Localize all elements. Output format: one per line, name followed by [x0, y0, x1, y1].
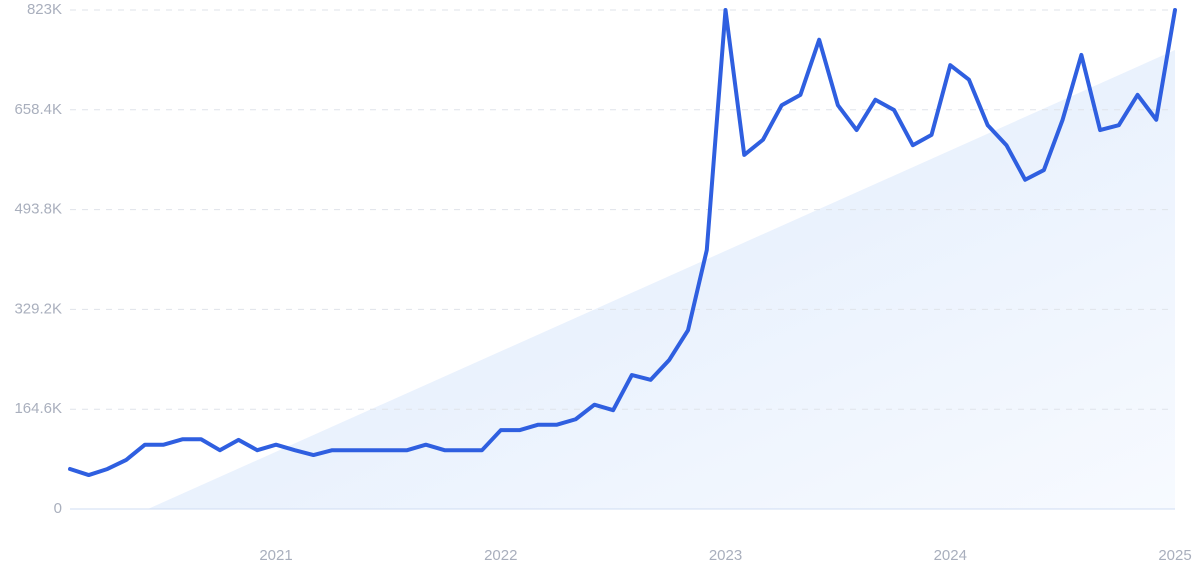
x-tick-label: 2023 — [709, 547, 742, 564]
trend-line — [68, 8, 1177, 478]
x-tick-label: 2024 — [934, 547, 967, 564]
y-tick-label: 164.6K — [14, 400, 62, 417]
y-tick-label: 493.8K — [14, 201, 62, 218]
y-tick-label: 0 — [54, 500, 62, 517]
x-tick-label: 2022 — [484, 547, 517, 564]
x-tick-label: 2021 — [259, 547, 292, 564]
trend-area — [148, 50, 1175, 509]
y-tick-label: 658.4K — [14, 101, 62, 118]
x-tick-label: 2025 — [1158, 547, 1191, 564]
y-tick-label: 823K — [27, 1, 62, 18]
y-tick-label: 329.2K — [14, 300, 62, 317]
